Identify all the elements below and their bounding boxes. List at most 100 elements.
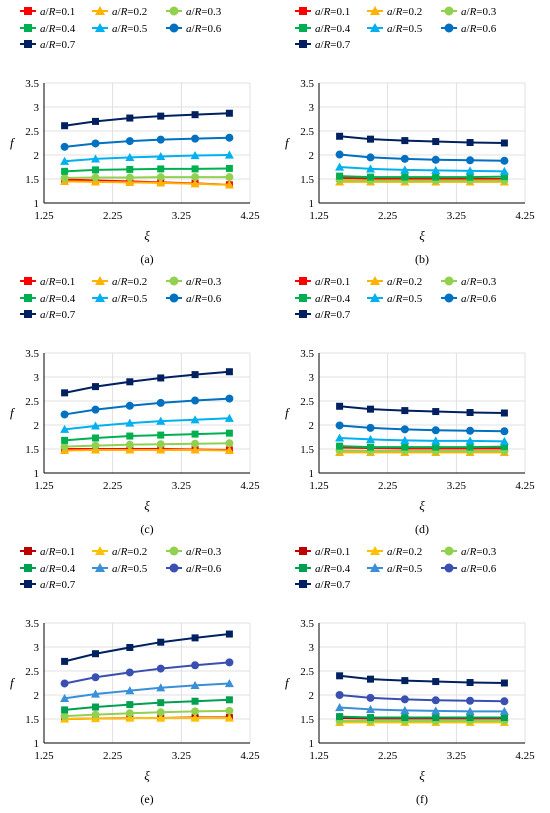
- data-point: [191, 134, 200, 143]
- legend-marker: [444, 276, 454, 286]
- legend-marker: [444, 6, 454, 16]
- x-tick-label: 4.25: [515, 750, 535, 762]
- legend-marker: [95, 276, 105, 285]
- y-tick-label: 2.5: [300, 126, 314, 138]
- y-tick-label: 2: [309, 420, 315, 432]
- data-point: [92, 703, 99, 711]
- y-tick-label: 3: [309, 102, 315, 114]
- data-point: [465, 436, 475, 445]
- legend-marker: [24, 310, 32, 318]
- data-point: [499, 436, 509, 445]
- legend-label: a/R=0.1: [40, 546, 75, 558]
- data-point: [225, 706, 234, 715]
- panel-caption: (c): [140, 522, 153, 536]
- y-tick-label: 3.5: [25, 348, 39, 360]
- legend-label: a/R=0.4: [40, 563, 76, 575]
- data-point: [92, 383, 99, 391]
- chart-panel-a: 1 1.5 2 2.5 3 3.5 1.25 2.25 3.25 4.25 f ξ a/R=0.1 a/R…: [10, 6, 260, 266]
- data-point: [500, 679, 508, 687]
- legend-label: a/R=0.2: [112, 276, 147, 288]
- panel-caption: (a): [140, 252, 153, 266]
- y-axis-label: f: [285, 135, 291, 150]
- y-tick-label: 2.5: [300, 666, 314, 678]
- x-tick-label: 3.25: [447, 480, 467, 492]
- data-point: [157, 699, 165, 707]
- data-point: [466, 443, 474, 451]
- legend-label: a/R=0.1: [315, 546, 350, 558]
- chart-panel-e: 1 1.5 2 2.5 3 3.5 1.25 2.25 3.25 4.25 f ξ a/R=0.1 a/R…: [10, 546, 260, 806]
- legend-label: a/R=0.6: [461, 293, 497, 305]
- legend-label: a/R=0.2: [387, 276, 422, 288]
- x-tick-label: 2.25: [378, 210, 398, 222]
- data-point: [225, 394, 234, 403]
- y-tick-label: 3: [34, 372, 40, 384]
- data-point: [60, 693, 70, 702]
- y-tick-label: 3: [34, 642, 40, 654]
- legend-marker: [95, 563, 105, 572]
- data-point: [156, 178, 166, 187]
- data-point: [466, 409, 474, 417]
- x-tick-label: 3.25: [172, 480, 192, 492]
- x-tick-label: 1.25: [34, 480, 54, 492]
- data-point: [401, 173, 409, 181]
- data-point: [60, 410, 69, 419]
- series-line: [339, 175, 505, 179]
- legend-marker: [299, 310, 307, 318]
- data-point: [500, 714, 508, 722]
- data-point: [367, 714, 374, 722]
- data-point: [91, 441, 100, 450]
- data-point: [92, 650, 99, 658]
- data-point: [191, 111, 199, 119]
- data-point: [432, 714, 440, 722]
- data-point: [60, 712, 69, 721]
- legend-label: a/R=0.5: [387, 563, 423, 575]
- data-point: [224, 678, 234, 688]
- data-point: [191, 165, 199, 173]
- series-line: [339, 446, 505, 450]
- data-point: [91, 173, 100, 182]
- data-point: [126, 432, 134, 440]
- data-point: [156, 664, 165, 673]
- data-point: [401, 137, 409, 145]
- y-tick-label: 1.5: [25, 174, 39, 186]
- data-point: [125, 137, 134, 146]
- series-line: [339, 424, 505, 433]
- data-point: [191, 661, 200, 670]
- y-tick-label: 1: [34, 468, 40, 480]
- data-point: [61, 389, 69, 397]
- data-point: [225, 368, 233, 376]
- legend-marker: [444, 563, 454, 573]
- y-axis-label: f: [285, 405, 291, 420]
- legend-label: a/R=0.7: [315, 579, 351, 591]
- data-point: [126, 643, 134, 651]
- legend-label: a/R=0.7: [40, 579, 76, 591]
- chart-panel-f: 1 1.5 2 2.5 3 3.5 1.25 2.25 3.25 4.25 f ξ a/R=0.1 a/R…: [285, 546, 535, 806]
- data-point: [156, 708, 165, 717]
- y-tick-label: 1: [309, 468, 315, 480]
- data-point: [91, 673, 100, 682]
- legend-label: a/R=0.4: [315, 563, 351, 575]
- y-tick-label: 2.5: [25, 666, 39, 678]
- legend-label: a/R=0.7: [40, 39, 76, 51]
- data-point: [367, 135, 374, 143]
- data-point: [225, 164, 233, 172]
- legend-label: a/R=0.7: [40, 309, 76, 321]
- data-point: [61, 436, 69, 444]
- legend-label: a/R=0.2: [112, 546, 147, 558]
- data-point: [224, 150, 234, 159]
- data-point: [400, 705, 410, 714]
- data-point: [61, 706, 69, 714]
- data-point: [366, 423, 375, 432]
- legend-marker: [299, 40, 307, 48]
- data-point: [125, 177, 135, 186]
- legend-label: a/R=0.5: [112, 563, 148, 575]
- data-point: [336, 172, 344, 180]
- legend-marker: [95, 546, 105, 555]
- chart-panel-d: 1 1.5 2 2.5 3 3.5 1.25 2.25 3.25 4.25 f ξ a/R=0.1 a/R…: [285, 276, 535, 536]
- legend-marker: [444, 23, 454, 33]
- data-point: [336, 132, 344, 140]
- y-tick-label: 1.5: [300, 444, 314, 456]
- data-point: [61, 657, 69, 665]
- legend-label: a/R=0.3: [461, 546, 497, 558]
- data-point: [400, 435, 410, 444]
